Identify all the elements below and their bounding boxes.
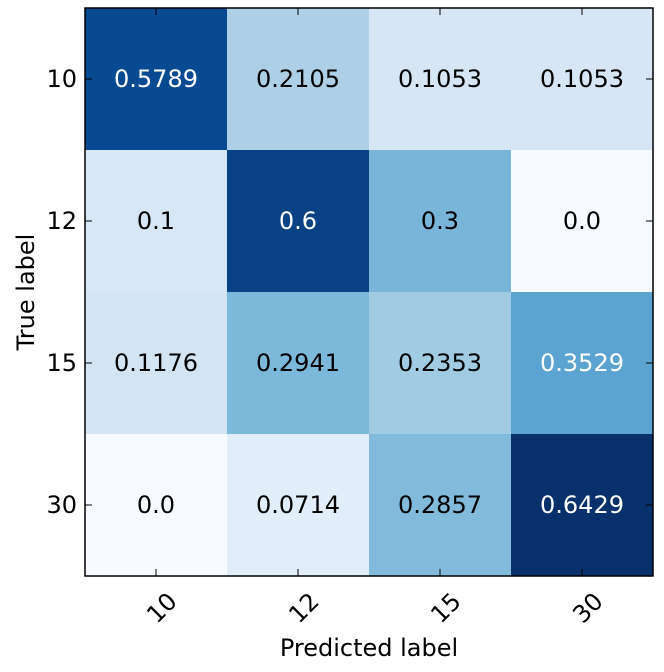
x-tick-label: 10 [141, 587, 182, 628]
cell-value-label: 0.1 [137, 207, 175, 235]
heatmap-cell-r2-c1 [227, 292, 370, 435]
cell-value-label: 0.2105 [256, 65, 340, 93]
heatmap-cells [85, 8, 654, 577]
y-axis-label: True label [12, 234, 40, 352]
cell-value-label: 0.3529 [540, 349, 624, 377]
cell-value-label: 0.0 [137, 491, 175, 519]
cell-value-label: 0.2353 [398, 349, 482, 377]
y-tick-label: 30 [46, 491, 77, 519]
cell-value-label: 0.3 [421, 207, 459, 235]
y-ticks: 10 12 15 30 [46, 65, 653, 519]
x-axis-label: Predicted label [280, 634, 458, 662]
x-tick-label: 15 [425, 587, 466, 628]
y-tick-label: 15 [46, 349, 77, 377]
heatmap-cell-r2-c0 [85, 292, 228, 435]
cell-value-label: 0.0714 [256, 491, 340, 519]
y-tick-label: 10 [46, 65, 77, 93]
heatmap-cell-r1-c0 [85, 150, 228, 293]
x-tick-label: 12 [283, 587, 324, 628]
y-tick-label: 12 [46, 207, 77, 235]
heatmap-cell-r0-c1 [227, 8, 370, 151]
heatmap-cell-r3-c2 [369, 434, 512, 577]
heatmap-cell-r3-c1 [227, 434, 370, 577]
heatmap-cell-labels: 0.5789 0.2105 0.1053 0.1053 0.1 0.6 0.3 0.0 0.11… [114, 65, 624, 519]
heatmap-cell-r3-c0 [85, 434, 228, 577]
heatmap-cell-r1-c2 [369, 150, 512, 293]
cell-value-label: 0.6429 [540, 491, 624, 519]
heatmap-cell-r0-c3 [511, 8, 654, 151]
cell-value-label: 0.2941 [256, 349, 340, 377]
cell-value-label: 0.1053 [540, 65, 624, 93]
heatmap-cell-r1-c3 [511, 150, 654, 293]
cell-value-label: 0.1053 [398, 65, 482, 93]
cell-value-label: 0.1176 [114, 349, 198, 377]
cell-value-label: 0.5789 [114, 65, 198, 93]
heatmap-cell-r3-c3 [511, 434, 654, 577]
heatmap-cell-r0-c2 [369, 8, 512, 151]
x-tick-label: 30 [567, 587, 608, 628]
plot-frame [84, 7, 654, 577]
heatmap-cell-r2-c2 [369, 292, 512, 435]
cell-value-label: 0.2857 [398, 491, 482, 519]
heatmap-cell-r1-c1 [227, 150, 370, 293]
cell-value-label: 0.6 [279, 207, 317, 235]
heatmap-cell-r2-c3 [511, 292, 654, 435]
cell-value-label: 0.0 [563, 207, 601, 235]
heatmap-cell-r0-c0 [85, 8, 228, 151]
